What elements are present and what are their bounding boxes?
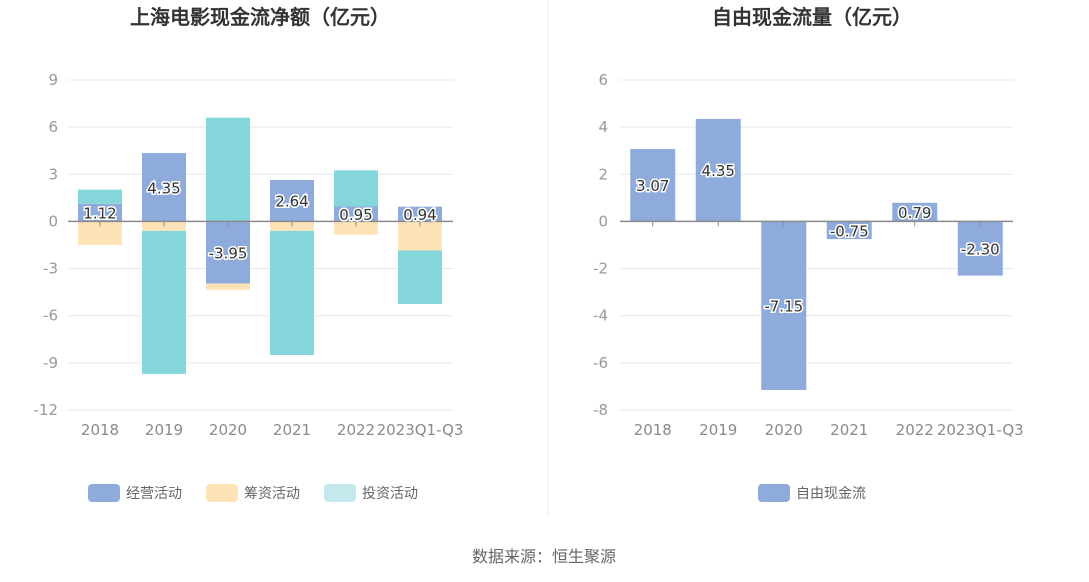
data-label: -2.30 <box>961 241 1000 259</box>
chart1-title: 上海电影现金流净额（亿元） <box>130 5 390 29</box>
data-label: 3.07 <box>636 177 669 195</box>
bar-investing <box>142 230 186 374</box>
legend-label-operating: 经营活动 <box>126 486 182 502</box>
y-tick-label: 9 <box>48 71 58 89</box>
data-label: 4.35 <box>147 179 180 197</box>
y-tick-label: -4 <box>593 307 608 325</box>
x-tick-label: 2020 <box>765 421 803 439</box>
bar-operating <box>334 206 378 222</box>
x-tick-label: 2022 <box>896 421 934 439</box>
bar-operating <box>270 179 314 222</box>
x-tick-label: 2023Q1-Q3 <box>377 421 464 439</box>
legend-swatch-financing <box>206 484 238 502</box>
y-tick-label: -3 <box>43 260 58 278</box>
bar-investing <box>398 250 442 304</box>
bar-investing <box>334 170 378 207</box>
y-tick-label: 4 <box>598 118 608 136</box>
bar-operating <box>142 153 186 222</box>
x-tick-label: 2019 <box>699 421 737 439</box>
data-label: 4.35 <box>702 162 735 180</box>
y-tick-label: 3 <box>48 165 58 183</box>
data-label: 0.94 <box>403 206 436 224</box>
data-label: -3.95 <box>209 244 248 262</box>
x-tick-label: 2018 <box>634 421 672 439</box>
x-tick-label: 2022 <box>337 421 375 439</box>
y-tick-label: 0 <box>48 212 58 230</box>
bar-financing <box>78 221 122 245</box>
bar-operating <box>398 206 442 222</box>
bar-free <box>630 149 676 222</box>
y-tick-label: -9 <box>43 354 58 372</box>
data-label: 1.12 <box>83 205 116 223</box>
legend-swatch-operating <box>88 484 120 502</box>
bar-free <box>957 221 1003 276</box>
y-tick-label: 0 <box>598 212 608 230</box>
bar-free <box>826 221 872 240</box>
y-tick-label: 6 <box>598 71 608 89</box>
x-tick-label: 2019 <box>145 421 183 439</box>
bar-investing <box>78 189 122 204</box>
chart2-title: 自由现金流量（亿元） <box>712 5 912 29</box>
data-label: 0.95 <box>339 206 372 224</box>
x-tick-label: 2020 <box>209 421 247 439</box>
legend-swatch-investing <box>324 484 356 502</box>
y-tick-label: 2 <box>598 165 608 183</box>
x-tick-label: 2021 <box>830 421 868 439</box>
data-label: 2.64 <box>275 193 308 211</box>
legend-label-free: 自由现金流 <box>796 486 866 502</box>
bar-financing <box>206 283 250 290</box>
bar-investing <box>270 230 314 355</box>
data-label: -7.15 <box>764 298 803 316</box>
free-cashflow-chart: 6 4 2 0 -2 -4 -6 -8 2018 2019 2020 2021 2022 2023Q1-Q… <box>593 71 1024 439</box>
y-tick-label: -6 <box>43 307 58 325</box>
legend-swatch-free <box>758 484 790 502</box>
chart2-legend: 自由现金流 <box>758 484 866 502</box>
bar-investing <box>206 117 250 222</box>
y-tick-label: -12 <box>34 401 59 419</box>
bar-financing <box>334 221 378 235</box>
bar-free <box>892 202 938 222</box>
data-source: 数据来源：恒生聚源 <box>472 547 616 566</box>
data-label: 0.79 <box>898 204 931 222</box>
y-tick-label: -8 <box>593 401 608 419</box>
legend-label-investing: 投资活动 <box>362 486 418 502</box>
legend-label-financing: 筹资活动 <box>244 485 300 502</box>
x-tick-label: 2018 <box>81 421 119 439</box>
y-tick-label: -6 <box>593 354 608 372</box>
x-tick-label: 2021 <box>273 421 311 439</box>
bar-operating <box>78 203 122 222</box>
bar-free <box>761 221 807 390</box>
chart1-legend: 经营活动 筹资活动 投资活动 <box>88 484 418 502</box>
y-tick-label: 6 <box>48 118 58 136</box>
bar-operating <box>206 221 250 284</box>
cashflow-net-chart: 9 6 3 0 -3 -6 -9 -12 2018 2019 2020 2021 2022 2023Q1-… <box>34 71 464 439</box>
x-tick-label: 2023Q1-Q3 <box>937 421 1024 439</box>
bar-free <box>695 118 741 222</box>
y-tick-label: -2 <box>593 260 608 278</box>
data-label: -0.75 <box>830 222 869 240</box>
